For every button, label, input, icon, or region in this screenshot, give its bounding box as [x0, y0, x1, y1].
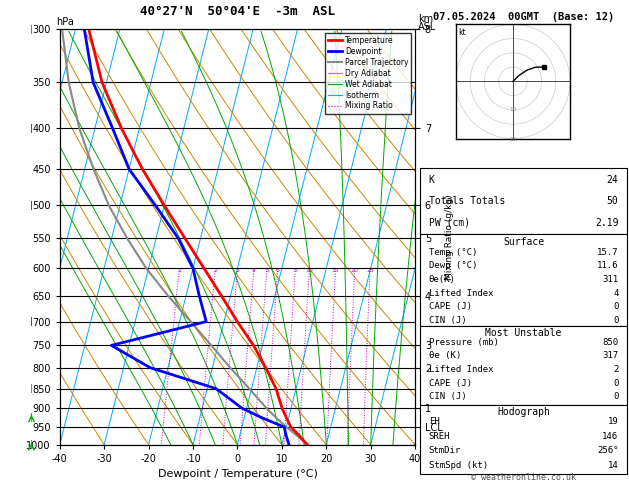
Text: Hodograph: Hodograph [497, 407, 550, 417]
Text: 317: 317 [603, 351, 618, 361]
Text: 256°: 256° [597, 446, 618, 455]
Text: 4: 4 [613, 289, 618, 298]
Legend: Temperature, Dewpoint, Parcel Trajectory, Dry Adiabat, Wet Adiabat, Isotherm, Mi: Temperature, Dewpoint, Parcel Trajectory… [325, 33, 411, 114]
Text: |: | [30, 124, 33, 133]
Bar [420, 405, 627, 474]
Bar [420, 168, 627, 234]
Text: |: | [30, 25, 33, 34]
Text: 10: 10 [306, 268, 313, 274]
Text: 24: 24 [607, 175, 618, 185]
Text: 2: 2 [213, 268, 218, 274]
Text: |: | [30, 413, 33, 422]
Text: ASL: ASL [418, 21, 437, 32]
Text: 0: 0 [613, 392, 618, 401]
Text: 50: 50 [607, 196, 618, 207]
Text: SREH: SREH [429, 432, 450, 441]
Text: 07.05.2024  00GMT  (Base: 12): 07.05.2024 00GMT (Base: 12) [433, 12, 615, 22]
Text: Temp (°C): Temp (°C) [429, 248, 477, 257]
Text: km: km [418, 14, 433, 24]
Text: Lifted Index: Lifted Index [429, 365, 493, 374]
Text: 2.19: 2.19 [595, 218, 618, 228]
Text: 0: 0 [613, 316, 618, 325]
Text: kt: kt [458, 28, 465, 37]
Text: © weatheronline.co.uk: © weatheronline.co.uk [471, 473, 576, 482]
Text: CAPE (J): CAPE (J) [429, 302, 472, 312]
X-axis label: Dewpoint / Temperature (°C): Dewpoint / Temperature (°C) [157, 469, 318, 479]
Text: StmDir: StmDir [429, 446, 461, 455]
Text: Totals Totals: Totals Totals [429, 196, 505, 207]
Text: K: K [429, 175, 435, 185]
Text: θe(K): θe(K) [429, 275, 455, 284]
Text: 0: 0 [613, 379, 618, 388]
Text: 8: 8 [294, 268, 298, 274]
Text: |: | [30, 440, 33, 449]
Text: Pressure (mb): Pressure (mb) [429, 338, 499, 347]
Text: CIN (J): CIN (J) [429, 316, 467, 325]
Text: 0: 0 [613, 302, 618, 312]
Text: PW (cm): PW (cm) [429, 218, 470, 228]
Bar [420, 326, 627, 405]
Text: 3: 3 [236, 268, 240, 274]
Text: 2: 2 [613, 365, 618, 374]
Text: Most Unstable: Most Unstable [486, 328, 562, 338]
Text: 20: 20 [509, 138, 516, 142]
Text: 40°27'N  50°04'E  -3m  ASL: 40°27'N 50°04'E -3m ASL [140, 5, 335, 18]
Y-axis label: Mixing Ratio (g/kg): Mixing Ratio (g/kg) [445, 194, 454, 280]
Text: 15: 15 [331, 268, 340, 274]
Text: CAPE (J): CAPE (J) [429, 379, 472, 388]
Text: |: | [30, 384, 33, 393]
Text: |: | [30, 317, 33, 326]
Text: |: | [30, 201, 33, 210]
Text: 20: 20 [351, 268, 359, 274]
Text: Lifted Index: Lifted Index [429, 289, 493, 298]
Text: StmSpd (kt): StmSpd (kt) [429, 461, 488, 470]
Text: 19: 19 [608, 417, 618, 426]
Bar [420, 234, 627, 326]
Text: 5: 5 [265, 268, 269, 274]
Text: 1: 1 [177, 268, 181, 274]
Text: θe (K): θe (K) [429, 351, 461, 361]
Text: 15.7: 15.7 [597, 248, 618, 257]
Text: CIN (J): CIN (J) [429, 392, 467, 401]
Text: 4: 4 [252, 268, 256, 274]
Text: 311: 311 [603, 275, 618, 284]
Text: 146: 146 [603, 432, 618, 441]
Text: 14: 14 [608, 461, 618, 470]
Text: Surface: Surface [503, 237, 544, 247]
Text: hPa: hPa [57, 17, 74, 27]
Text: 25: 25 [366, 268, 374, 274]
Text: 850: 850 [603, 338, 618, 347]
Text: 10: 10 [509, 107, 516, 112]
Text: EH: EH [429, 417, 440, 426]
Text: 6: 6 [276, 268, 280, 274]
Text: Dewp (°C): Dewp (°C) [429, 261, 477, 271]
Text: 11.6: 11.6 [597, 261, 618, 271]
